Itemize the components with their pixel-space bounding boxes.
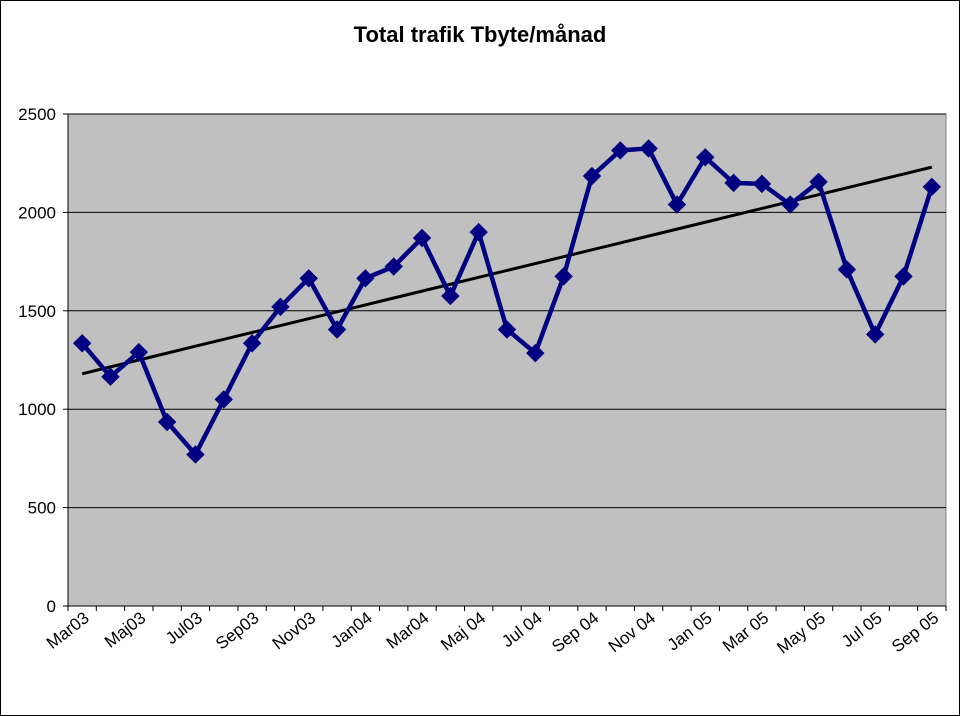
data-point-marker bbox=[809, 172, 828, 192]
y-tick-label: 2500 bbox=[18, 105, 56, 124]
data-point-marker bbox=[469, 222, 488, 242]
y-tick-label: 1500 bbox=[18, 302, 56, 321]
data-point-marker bbox=[781, 195, 800, 214]
x-tick-label: Mar04 bbox=[383, 608, 433, 653]
data-point-marker bbox=[639, 139, 658, 158]
data-point-marker bbox=[837, 260, 857, 279]
data-point-marker bbox=[894, 267, 913, 286]
data-point-marker bbox=[497, 320, 517, 339]
x-tick-label: Maj03 bbox=[101, 608, 149, 651]
data-point-marker bbox=[922, 177, 942, 197]
x-tick-label: Jul03 bbox=[162, 608, 206, 648]
x-tick-label: Nov03 bbox=[269, 608, 319, 653]
data-point-marker bbox=[526, 343, 545, 363]
data-point-marker bbox=[129, 342, 149, 362]
data-point-marker bbox=[554, 267, 573, 286]
data-point-marker bbox=[356, 269, 375, 288]
data-point-marker bbox=[214, 390, 233, 409]
data-point-marker bbox=[667, 195, 687, 214]
x-tick-label: Sep03 bbox=[212, 608, 262, 653]
data-point-marker bbox=[441, 286, 460, 306]
data-point-marker bbox=[101, 367, 120, 386]
x-tick-label: Jan04 bbox=[328, 608, 376, 651]
x-tick-label: Maj 04 bbox=[437, 608, 489, 654]
data-point-marker bbox=[186, 445, 205, 464]
data-point-marker bbox=[271, 297, 290, 317]
x-tick-label: May 05 bbox=[773, 608, 829, 657]
y-tick-label: 0 bbox=[47, 597, 56, 616]
x-tick-label: Nov 04 bbox=[605, 608, 659, 656]
data-point-marker bbox=[157, 412, 177, 432]
data-point-marker bbox=[752, 174, 772, 194]
chart-title: Total trafik Tbyte/månad bbox=[353, 22, 607, 47]
data-point-marker bbox=[72, 334, 92, 353]
data-point-marker bbox=[724, 173, 743, 193]
data-point-marker bbox=[865, 325, 885, 344]
x-tick-label: Mar 05 bbox=[719, 608, 772, 656]
data-point-marker bbox=[611, 141, 630, 160]
data-point-marker bbox=[299, 269, 318, 288]
x-tick-label: Jan 05 bbox=[664, 608, 716, 654]
data-point-marker bbox=[696, 148, 715, 167]
x-tick-label: Sep 04 bbox=[548, 608, 602, 656]
data-point-marker bbox=[412, 228, 432, 248]
y-tick-label: 1000 bbox=[18, 400, 56, 419]
data-point-marker bbox=[384, 257, 403, 276]
x-tick-label: Sep 05 bbox=[888, 608, 942, 656]
y-tick-label: 500 bbox=[28, 499, 56, 518]
data-point-marker bbox=[327, 320, 347, 339]
data-point-marker bbox=[582, 166, 602, 186]
y-tick-label: 2000 bbox=[18, 203, 56, 222]
x-tick-label: Jul 04 bbox=[498, 608, 545, 651]
x-tick-label: Jul 05 bbox=[838, 608, 885, 651]
data-point-marker bbox=[242, 334, 262, 353]
